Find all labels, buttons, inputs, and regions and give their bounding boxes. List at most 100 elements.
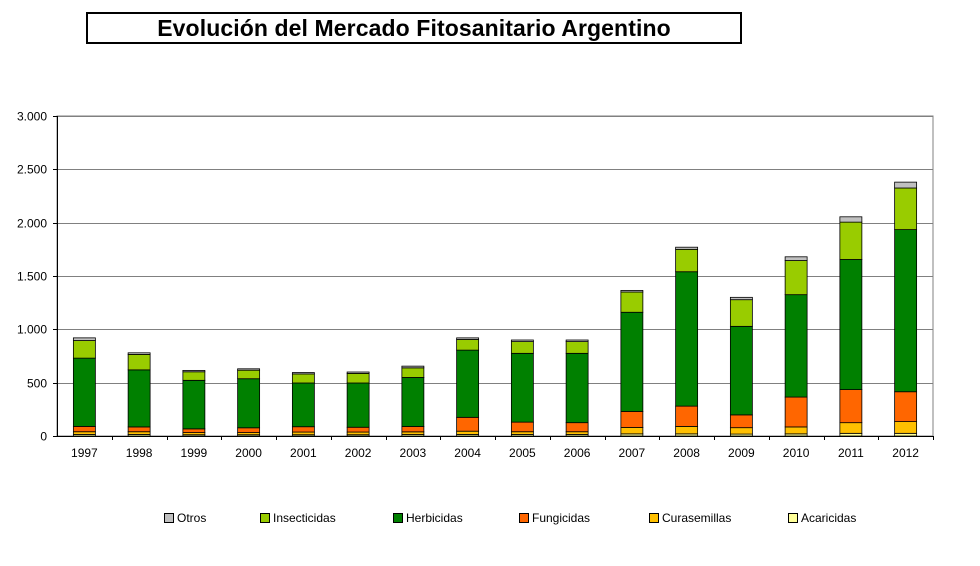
y-tick-label: 0 (40, 430, 47, 444)
legend-label: Curasemillas (662, 511, 732, 525)
bar-segment (510, 421, 534, 433)
y-tick-label: 1.500 (17, 270, 47, 284)
bar-segment (675, 246, 699, 250)
bar-segment (839, 432, 863, 437)
bar-segment (675, 271, 699, 407)
legend-swatch (649, 513, 659, 523)
x-tick-label: 2011 (838, 446, 864, 460)
legend-label: Fungicidas (532, 511, 591, 525)
bar-segment (346, 431, 370, 436)
legend-swatch (260, 513, 270, 523)
legend-swatch (519, 513, 529, 523)
x-tick-label: 2006 (564, 446, 591, 460)
y-tick-label: 2.000 (17, 217, 47, 231)
bar-segment (620, 427, 644, 435)
legend-item: Fungicidas (519, 511, 590, 525)
bar-segment (839, 221, 863, 260)
bar-segment (839, 259, 863, 391)
bar-segment (729, 325, 753, 416)
bar-segment (510, 352, 534, 423)
y-tick-label: 1.000 (17, 323, 47, 337)
legend-item: Otros (164, 511, 206, 525)
bar-segment (456, 416, 480, 432)
bar-segment (729, 414, 753, 429)
bar-segment (127, 431, 151, 435)
bar-segment (291, 373, 315, 384)
bar-segment (784, 294, 808, 398)
bar-segment (291, 431, 315, 436)
bar-segment (401, 365, 425, 369)
bar-segment (729, 299, 753, 327)
bar-segment (565, 431, 589, 435)
bar-segment (182, 371, 206, 381)
bar-segment (237, 378, 261, 429)
bar-segment (675, 405, 699, 427)
bar-segment (401, 431, 425, 435)
bar-segment (401, 367, 425, 378)
x-tick-label: 2003 (400, 446, 427, 460)
bar-segment (346, 426, 370, 433)
bar-segment (729, 296, 753, 301)
bar-segment (346, 382, 370, 428)
bar-segment (72, 425, 96, 433)
bar-segment (291, 382, 315, 428)
bar-segment (565, 341, 589, 354)
bar-segment (72, 431, 96, 435)
bar-segment (346, 371, 370, 374)
bar-segment (127, 426, 151, 433)
bar-segment (127, 353, 151, 371)
bar-segment (729, 427, 753, 435)
legend-swatch (393, 513, 403, 523)
bar-segment (675, 248, 699, 273)
bar-segment (565, 339, 589, 343)
legend-item: Insecticidas (260, 511, 336, 525)
bar-segment (456, 337, 480, 340)
chart-title-box: Evolución del Mercado Fitosanitario Arge… (86, 12, 742, 44)
bar-segment (182, 369, 206, 373)
bar-segment (784, 396, 808, 428)
bar-segment (182, 428, 206, 433)
bar-segment (182, 379, 206, 430)
x-tick-label: 1997 (71, 446, 98, 460)
bar-segment (291, 372, 315, 375)
bar-segment (456, 430, 480, 435)
bar-segment (839, 389, 863, 424)
bar-segment (565, 352, 589, 424)
legend-item: Herbicidas (393, 511, 463, 525)
bar-segment (127, 369, 151, 428)
bar-segment (237, 427, 261, 433)
bar-segment (894, 229, 918, 393)
bar-segment (456, 349, 480, 418)
bar-segment (510, 431, 534, 435)
x-tick-label: 2005 (509, 446, 536, 460)
bar-segment (894, 181, 918, 189)
bar-segment (839, 422, 863, 434)
x-tick-label: 2000 (235, 446, 262, 460)
legend-swatch (788, 513, 798, 523)
y-tick-label: 3.000 (17, 110, 47, 124)
legend-swatch (164, 513, 174, 523)
bar-segment (784, 426, 808, 435)
bar-segment (894, 421, 918, 434)
bar-segment (510, 341, 534, 354)
x-tick-label: 1999 (181, 446, 208, 460)
bar-segment (72, 340, 96, 359)
x-tick-label: 2002 (345, 446, 372, 460)
y-tick-label: 500 (27, 377, 47, 391)
bar-segment (784, 260, 808, 296)
bar-segment (72, 337, 96, 341)
x-tick-label: 2004 (454, 446, 481, 460)
legend-item: Curasemillas (649, 511, 731, 525)
bar-segment (127, 352, 151, 355)
bar-segment (72, 357, 96, 427)
y-tick-label: 2.500 (17, 163, 47, 177)
x-tick-label: 2008 (673, 446, 700, 460)
bar-segment (291, 426, 315, 433)
bar-segment (620, 291, 644, 313)
bar-segment (620, 311, 644, 412)
bar-segment (565, 422, 589, 433)
x-tick-label: 2001 (290, 446, 317, 460)
bar-segment (456, 339, 480, 351)
bar-segment (346, 372, 370, 384)
